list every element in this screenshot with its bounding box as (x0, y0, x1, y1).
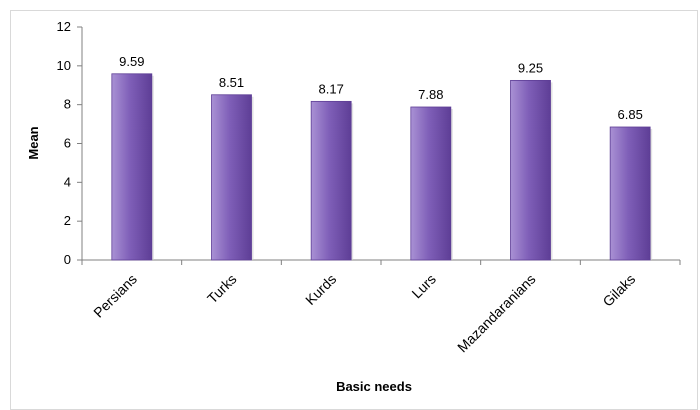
value-label: 8.17 (319, 81, 344, 96)
value-label: 8.51 (219, 75, 244, 90)
y-tick-label: 2 (64, 213, 71, 228)
category-label: Lurs (408, 271, 439, 302)
category-label: Persians (90, 271, 140, 321)
y-tick-label: 4 (64, 174, 71, 189)
bar-mazandaranians (510, 79, 551, 261)
value-label: 9.25 (518, 60, 543, 75)
value-label: 9.59 (119, 54, 144, 69)
y-tick-label: 6 (64, 136, 71, 151)
bar-chart: 0 2 4 6 8 10 12 9.59 Persians 8.51 Turks 8.17 Kurds 7… (26, 19, 681, 394)
bar-lurs (410, 106, 452, 261)
category-label: Turks (204, 271, 240, 307)
bar-kurds (310, 100, 352, 261)
y-tick-label: 8 (64, 97, 71, 112)
bar-turks (211, 94, 252, 261)
category-label: Mazandaranians (454, 271, 539, 356)
y-tick-label: 12 (57, 19, 71, 34)
value-label: 7.88 (418, 87, 443, 102)
category-label: Kurds (302, 271, 339, 308)
bar-gilaks (609, 126, 651, 261)
x-axis-title: Basic needs (336, 379, 412, 394)
y-axis-title: Mean (26, 126, 41, 159)
y-tick-label: 0 (64, 252, 71, 267)
y-tick-label: 10 (57, 58, 71, 73)
axes (77, 26, 681, 265)
bar-persians (111, 73, 153, 261)
bars (111, 73, 653, 261)
value-label: 6.85 (618, 107, 643, 122)
category-label: Gilaks (599, 271, 638, 310)
